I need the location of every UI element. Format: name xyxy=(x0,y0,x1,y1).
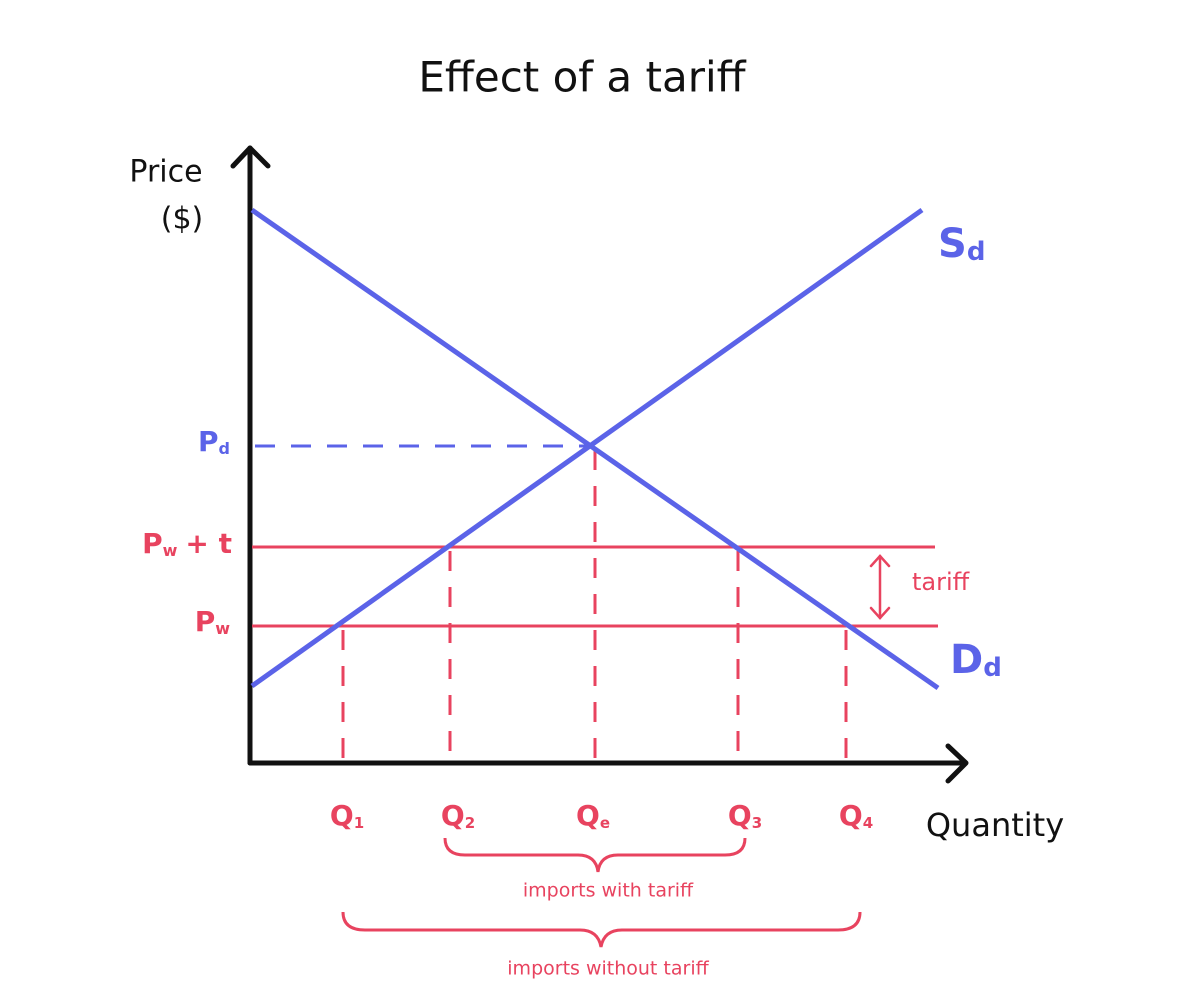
label-base: P xyxy=(142,527,163,560)
label-sub: 3 xyxy=(752,814,762,832)
axes xyxy=(230,145,969,784)
quantity-labels: Q1 Q2 Qe Q3 Q4 xyxy=(330,799,873,832)
label-sub: 1 xyxy=(354,814,364,832)
label-base: Q xyxy=(576,799,600,832)
supply-curve xyxy=(250,207,924,689)
label-base: P xyxy=(195,605,216,638)
label-sub: w xyxy=(215,619,230,638)
supply-label: Sd xyxy=(938,221,985,267)
label-sub: w xyxy=(163,541,178,560)
brace-label: imports with tariff xyxy=(523,880,694,902)
label-sub: 4 xyxy=(863,814,873,832)
label-sub: 2 xyxy=(465,814,475,832)
q-label: Q2 xyxy=(441,799,475,832)
label-sub: d xyxy=(219,439,230,458)
pw-plus-t-label: Pw + t xyxy=(142,527,232,560)
y-axis-label: ($) xyxy=(161,202,204,237)
quantity-guides xyxy=(341,450,848,760)
x-axis-arrow xyxy=(945,743,969,784)
label-base: S xyxy=(938,221,967,267)
demand-curve xyxy=(250,207,940,691)
label-base: Q xyxy=(441,799,465,832)
label-base: Q xyxy=(839,799,863,832)
label-suffix: + t xyxy=(185,527,232,560)
label-sub: d xyxy=(983,653,1002,683)
label-sub: e xyxy=(600,814,610,832)
pd-label: Pd xyxy=(198,425,230,458)
y-axis-label: Price xyxy=(129,155,202,190)
label-base: P xyxy=(198,425,219,458)
brace-without-tariff xyxy=(341,911,862,948)
label-sub: d xyxy=(967,237,986,267)
tariff-arrow xyxy=(869,554,891,620)
brace-label: imports without tariff xyxy=(507,958,709,980)
pw-label: Pw xyxy=(195,605,231,638)
label-base: D xyxy=(950,637,983,683)
demand-label: Dd xyxy=(950,637,1002,683)
title: Effect of a tariff xyxy=(418,53,746,102)
brace-with-tariff xyxy=(443,837,747,873)
x-axis-label: Quantity xyxy=(926,806,1064,844)
label-base: Q xyxy=(728,799,752,832)
tariff-label: tariff xyxy=(912,568,970,596)
q-label: Q3 xyxy=(728,799,762,832)
q-label: Q1 xyxy=(330,799,364,832)
y-axis-arrow xyxy=(230,145,271,169)
q-label: Q4 xyxy=(839,799,873,832)
q-label: Qe xyxy=(576,799,610,832)
label-base: Q xyxy=(330,799,354,832)
